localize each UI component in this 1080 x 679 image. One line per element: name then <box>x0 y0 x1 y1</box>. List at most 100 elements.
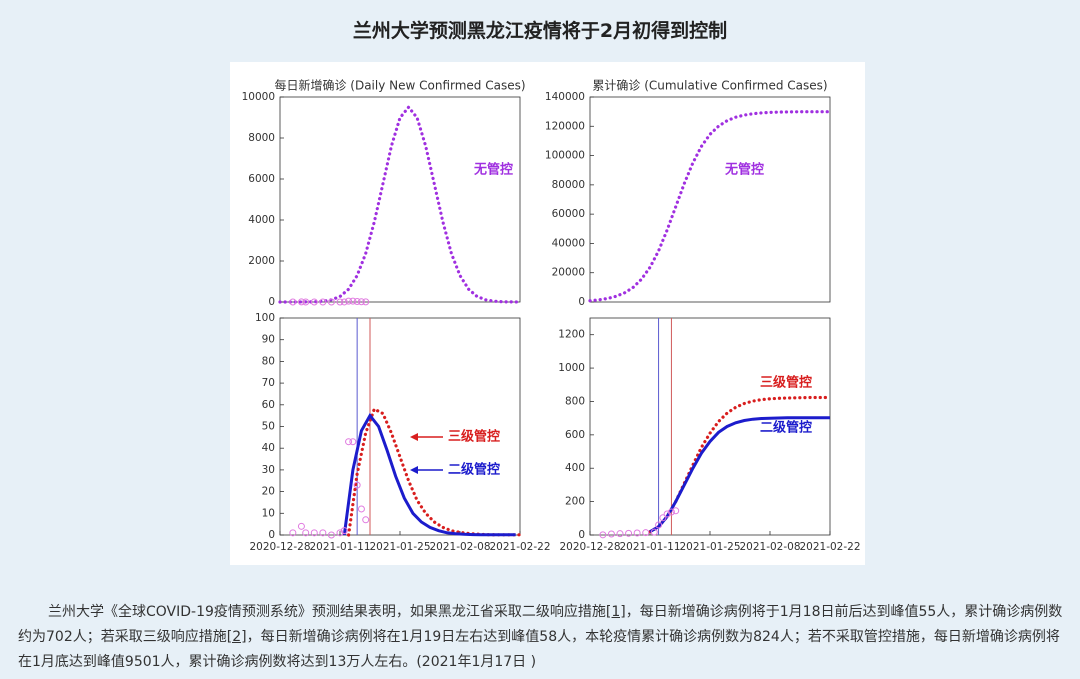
observed-point <box>336 529 344 537</box>
observed-point <box>353 298 361 306</box>
y-tick-label: 800 <box>565 395 585 407</box>
observed-point <box>340 527 348 535</box>
observed-point <box>319 529 327 537</box>
label-arrowhead <box>410 466 418 474</box>
observed-point <box>607 530 615 538</box>
series-line <box>342 412 516 537</box>
observed-point <box>642 529 650 537</box>
observed-point <box>310 529 318 537</box>
x-tick-label: 2021-02-22 <box>799 541 860 553</box>
observed-point <box>362 516 370 524</box>
y-tick-label: 1200 <box>558 329 585 341</box>
observed-point <box>340 298 348 306</box>
observed-point <box>297 298 305 306</box>
observed-point <box>345 438 353 446</box>
series-label: 二级管控 <box>760 420 812 436</box>
x-tick-label: 2021-02-08 <box>739 541 800 553</box>
x-tick-label: 2021-01-11 <box>309 541 370 553</box>
observed-point <box>319 298 327 306</box>
observed-point <box>327 531 335 539</box>
y-tick-label: 120000 <box>545 120 585 132</box>
paragraph: 兰州大学《全球COVID-19疫情预测系统》预测结果表明，如果黑龙江省采取二级响… <box>18 600 1068 675</box>
label-arrowhead <box>410 433 418 441</box>
x-tick-label: 2021-01-25 <box>679 541 740 553</box>
observed-point <box>349 438 357 446</box>
observed-point <box>663 510 671 518</box>
y-tick-label: 0 <box>268 296 275 308</box>
y-tick-label: 8000 <box>248 132 275 144</box>
observed-point <box>633 529 641 537</box>
series-line <box>588 110 832 303</box>
observed-point <box>357 298 365 306</box>
y-tick-label: 20000 <box>552 267 585 279</box>
observed-point <box>625 529 633 537</box>
reference-link[interactable]: [2] <box>226 629 247 645</box>
y-tick-label: 140000 <box>545 91 585 103</box>
y-tick-label: 20 <box>262 486 275 498</box>
x-tick-label: 2021-01-11 <box>619 541 680 553</box>
observed-point <box>310 298 318 306</box>
observed-point <box>353 481 361 489</box>
y-tick-label: 400 <box>565 462 585 474</box>
y-tick-label: 30 <box>262 464 275 476</box>
page-title: 兰州大学预测黑龙江疫情将于2月初得到控制 <box>352 20 728 42</box>
paragraph-text: 兰州大学《全球COVID-19疫情预测系统》预测结果表明，如果黑龙江省采取二级响… <box>48 604 606 620</box>
paragraph-text: ，每日新增确诊病例将在1月19日左右达到峰值58人，本轮疫情累计确诊病例数为82… <box>18 629 1060 670</box>
y-tick-label: 200 <box>565 496 585 508</box>
observed-point <box>667 508 675 516</box>
y-tick-label: 0 <box>578 529 585 541</box>
observed-point <box>327 298 335 306</box>
chart-title: 每日新增确诊 (Daily New Confirmed Cases) <box>274 78 525 93</box>
observed-point <box>345 297 353 305</box>
x-tick-label: 2020-12-28 <box>559 541 620 553</box>
y-tick-label: 80 <box>262 355 275 367</box>
paragraph-text: ，每日新增确诊病例将于1月18日前后达到峰值55人，累计确诊病例数约为702人；… <box>18 604 1063 645</box>
figure-background <box>230 62 865 565</box>
series-label: 三级管控 <box>448 429 500 445</box>
y-tick-label: 80000 <box>552 179 585 191</box>
y-tick-label: 50 <box>262 421 275 433</box>
series-line <box>649 416 830 533</box>
y-tick-label: 10000 <box>242 91 275 103</box>
y-tick-label: 90 <box>262 334 275 346</box>
figure: 每日新增确诊 (Daily New Confirmed Cases)020004… <box>230 62 865 565</box>
reference-link[interactable]: [1] <box>605 604 626 620</box>
observed-point <box>289 529 297 537</box>
y-tick-label: 0 <box>578 296 585 308</box>
series-label: 三级管控 <box>760 375 812 391</box>
y-tick-label: 1000 <box>558 362 585 374</box>
observed-point <box>650 528 658 536</box>
x-tick-label: 2021-02-22 <box>489 541 550 553</box>
chart-title: 累计确诊 (Cumulative Confirmed Cases) <box>592 79 827 93</box>
y-tick-label: 10 <box>262 507 275 519</box>
observed-point <box>362 298 370 306</box>
observed-point <box>655 521 663 529</box>
y-tick-label: 60000 <box>552 208 585 220</box>
observed-point <box>302 298 310 306</box>
observed-point <box>336 298 344 306</box>
y-tick-label: 600 <box>565 429 585 441</box>
x-tick-label: 2021-02-08 <box>429 541 490 553</box>
y-tick-label: 100000 <box>545 150 585 162</box>
y-tick-label: 4000 <box>248 214 275 226</box>
observed-point <box>297 522 305 530</box>
observed-point <box>357 505 365 513</box>
observed-point <box>659 514 667 522</box>
y-tick-label: 40 <box>262 442 275 454</box>
y-tick-label: 2000 <box>248 255 275 267</box>
series-label: 二级管控 <box>448 462 500 478</box>
series-label: 无管控 <box>724 162 764 178</box>
y-tick-label: 40000 <box>552 237 585 249</box>
y-tick-label: 70 <box>262 377 275 389</box>
plot-frame <box>279 96 521 303</box>
observed-point <box>349 297 357 305</box>
observed-point <box>302 529 310 537</box>
x-tick-label: 2021-01-25 <box>369 541 430 553</box>
y-tick-label: 60 <box>262 399 275 411</box>
series-line <box>347 406 522 537</box>
observed-point <box>616 530 624 538</box>
series-label: 无管控 <box>473 162 513 178</box>
observed-point <box>599 531 607 539</box>
y-tick-label: 6000 <box>248 173 275 185</box>
